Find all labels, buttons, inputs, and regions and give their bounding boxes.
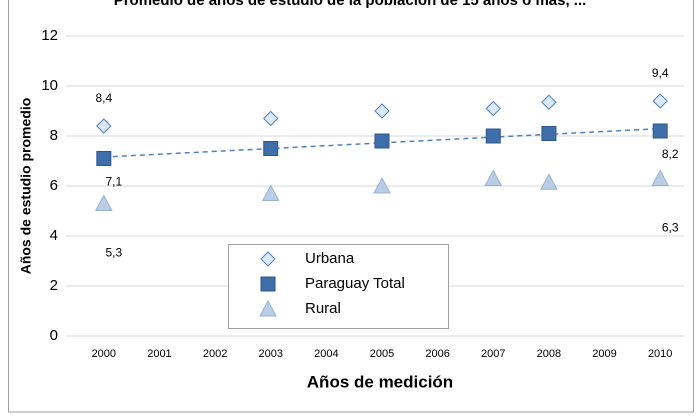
point <box>485 100 501 117</box>
point <box>374 103 390 119</box>
point <box>94 194 113 211</box>
point <box>540 173 558 190</box>
point <box>261 184 280 201</box>
x-tick-label: 2006 <box>425 348 449 360</box>
chart-border <box>8 0 694 413</box>
value-label: 7,1 <box>105 175 122 189</box>
y-tick-label: 4 <box>50 227 58 244</box>
x-tick-label: 2000 <box>92 348 116 360</box>
point <box>374 133 390 149</box>
point <box>541 126 557 141</box>
legend-marker <box>260 251 276 267</box>
legend-marker <box>259 299 277 317</box>
value-label: 8,4 <box>95 91 112 105</box>
x-tick-label: 2007 <box>481 348 505 360</box>
y-tick-label: 6 <box>50 177 58 194</box>
legend-marker <box>260 276 276 292</box>
point <box>263 110 279 127</box>
chart-title: Promedio de años de estudio de la poblac… <box>114 0 587 9</box>
x-tick-label: 2002 <box>203 348 227 360</box>
point <box>96 151 112 166</box>
point <box>541 94 557 110</box>
value-label: 5,3 <box>105 246 122 260</box>
y-tick-label: 2 <box>50 277 58 294</box>
x-tick-label: 2010 <box>648 348 672 360</box>
point <box>373 176 391 194</box>
point <box>652 123 668 139</box>
y-tick-label: 0 <box>50 327 58 344</box>
legend-label: Paraguay Total <box>305 275 405 292</box>
point <box>96 118 112 134</box>
x-tick-label: 2003 <box>258 348 282 360</box>
legend-label: Rural <box>305 300 341 317</box>
point <box>652 93 668 109</box>
x-tick-label: 2001 <box>147 348 171 360</box>
x-tick-label: 2005 <box>370 348 394 360</box>
x-tick-label: 2008 <box>537 348 561 360</box>
point <box>484 169 503 186</box>
value-label: 9,4 <box>652 66 669 80</box>
x-tick-label: 2004 <box>314 348 338 360</box>
x-tick-label: 2009 <box>592 348 616 360</box>
value-label: 6,3 <box>662 221 679 235</box>
trendline <box>103 127 661 158</box>
legend-label: Urbana <box>305 250 355 267</box>
point <box>263 141 279 156</box>
y-tick-label: 12 <box>41 27 58 44</box>
y-tick-label: 10 <box>41 77 58 94</box>
y-tick-label: 8 <box>50 127 58 144</box>
y-axis-label: Años de estudio promedio <box>18 98 34 275</box>
point <box>485 128 501 144</box>
x-axis-label: Años de medición <box>307 372 453 391</box>
value-label: 8,2 <box>662 147 679 161</box>
point <box>651 169 670 186</box>
